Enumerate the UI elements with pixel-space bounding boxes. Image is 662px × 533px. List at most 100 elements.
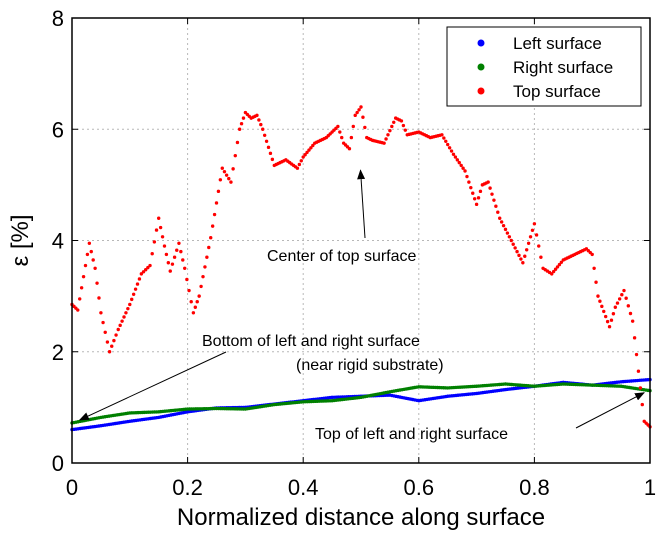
data-point xyxy=(338,130,342,134)
data-point xyxy=(498,216,502,220)
data-point xyxy=(501,223,506,228)
data-point xyxy=(349,135,354,140)
data-point xyxy=(107,350,112,354)
data-point xyxy=(555,265,560,269)
data-point xyxy=(440,133,444,137)
data-point xyxy=(620,293,624,297)
data-point xyxy=(363,125,367,130)
data-point xyxy=(474,202,479,207)
data-point xyxy=(403,128,408,132)
data-point xyxy=(120,319,124,323)
data-point xyxy=(179,249,183,254)
data-point xyxy=(148,263,152,268)
data-point xyxy=(164,252,169,257)
grid xyxy=(72,18,650,463)
data-point xyxy=(183,266,187,271)
data-point xyxy=(307,148,311,152)
data-point xyxy=(224,173,229,177)
data-point xyxy=(216,189,221,194)
data-point xyxy=(609,318,614,322)
data-point xyxy=(199,284,203,289)
data-point xyxy=(622,288,626,293)
y-tick-label: 2 xyxy=(52,340,64,365)
data-point xyxy=(126,306,130,311)
data-point xyxy=(264,139,269,143)
data-point xyxy=(596,294,600,298)
y-tick-label: 0 xyxy=(52,451,64,476)
data-point xyxy=(401,123,406,128)
x-tick-label: 0.6 xyxy=(404,475,435,500)
data-point xyxy=(114,333,118,337)
data-point xyxy=(299,159,303,163)
data-point xyxy=(557,262,562,267)
data-point xyxy=(359,105,363,109)
y-axis-label: ε [%] xyxy=(7,214,34,266)
data-point xyxy=(89,249,93,254)
annotation-bottom-surface: Bottom of left and right surface xyxy=(202,333,420,350)
data-point xyxy=(262,133,267,137)
data-point xyxy=(519,257,523,261)
data-point xyxy=(268,151,273,156)
data-point xyxy=(79,286,84,290)
data-point xyxy=(628,311,633,316)
data-point xyxy=(632,336,637,340)
data-point xyxy=(353,113,357,118)
data-point xyxy=(488,186,492,190)
data-point xyxy=(515,249,519,254)
data-point xyxy=(553,267,558,271)
data-point xyxy=(550,272,554,276)
data-point xyxy=(638,386,643,390)
data-point xyxy=(517,253,521,258)
data-point xyxy=(255,113,259,118)
data-point xyxy=(551,269,556,274)
data-point xyxy=(218,178,223,182)
data-point xyxy=(600,304,604,309)
annotation-top-surface: Top of left and right surface xyxy=(315,426,508,443)
data-point xyxy=(351,124,355,129)
data-point xyxy=(611,312,616,316)
data-point xyxy=(116,327,120,332)
data-point xyxy=(229,180,233,184)
data-point xyxy=(530,228,535,232)
data-point xyxy=(187,288,191,293)
data-point xyxy=(305,150,309,155)
legend-label: Top surface xyxy=(513,82,601,101)
data-point xyxy=(559,260,564,264)
data-point xyxy=(297,162,302,167)
data-point xyxy=(496,210,500,214)
data-point xyxy=(513,246,517,250)
data-point xyxy=(617,297,622,301)
data-point xyxy=(259,122,263,127)
data-point xyxy=(626,304,631,308)
series-left-surface xyxy=(70,377,652,432)
data-point xyxy=(205,255,209,259)
x-tick-label: 1 xyxy=(644,475,656,500)
data-point xyxy=(630,319,635,323)
data-point xyxy=(112,338,116,343)
data-point xyxy=(605,319,610,324)
data-point xyxy=(222,169,227,174)
data-point xyxy=(91,258,95,262)
data-point xyxy=(220,166,224,170)
data-point xyxy=(590,252,594,257)
annotations: Center of top surface Bottom of left and … xyxy=(78,169,645,443)
legend-marker-right-surface xyxy=(477,63,485,71)
data-point xyxy=(347,147,352,151)
data-point xyxy=(131,292,136,296)
data-point xyxy=(158,225,163,230)
data-point xyxy=(465,174,469,179)
data-point xyxy=(110,344,114,348)
data-point xyxy=(505,231,510,235)
data-point xyxy=(137,277,142,281)
data-point xyxy=(503,227,508,232)
annotation-arrow-top-surface xyxy=(575,392,645,429)
data-point xyxy=(241,116,246,120)
data-point xyxy=(193,305,198,309)
data-point xyxy=(384,137,388,141)
data-point xyxy=(87,241,92,245)
data-point xyxy=(177,241,181,245)
data-point xyxy=(103,330,107,334)
x-tick-label: 0.4 xyxy=(288,475,319,500)
data-point xyxy=(311,143,315,148)
x-axis-label: Normalized distance along surface xyxy=(177,504,545,531)
